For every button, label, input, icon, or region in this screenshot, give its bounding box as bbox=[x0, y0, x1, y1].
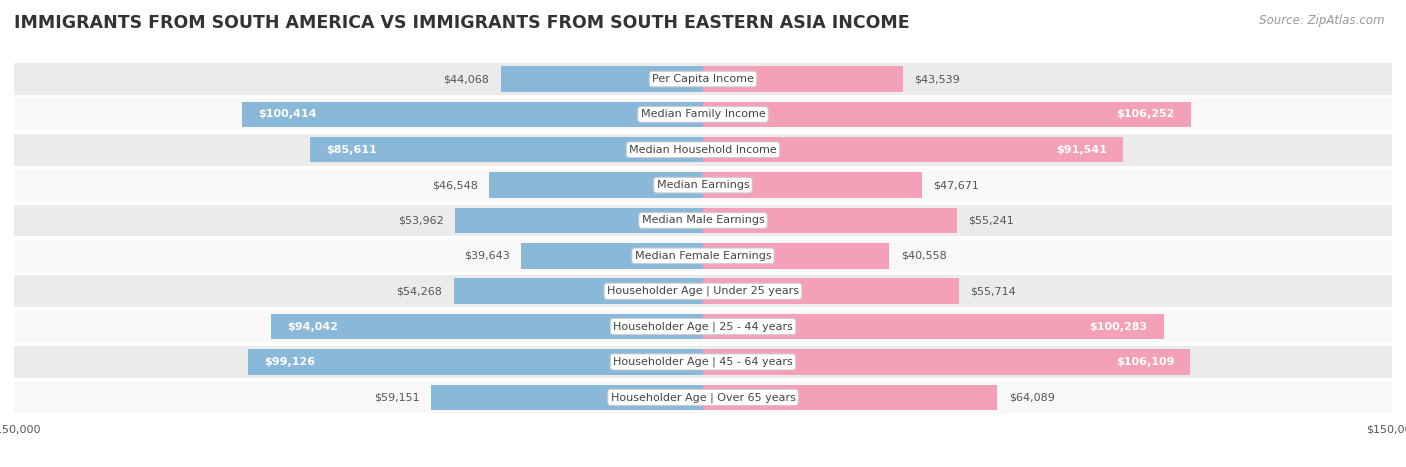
Bar bbox=[520, 243, 703, 269]
Text: $91,541: $91,541 bbox=[1056, 145, 1108, 155]
Bar bbox=[501, 66, 703, 92]
Bar bbox=[14, 311, 1392, 342]
Text: Source: ZipAtlas.com: Source: ZipAtlas.com bbox=[1260, 14, 1385, 27]
Bar bbox=[14, 346, 1392, 378]
Text: Householder Age | 45 - 64 years: Householder Age | 45 - 64 years bbox=[613, 357, 793, 367]
Bar bbox=[247, 349, 703, 375]
Text: $40,558: $40,558 bbox=[901, 251, 946, 261]
Text: $43,539: $43,539 bbox=[914, 74, 960, 84]
Text: Per Capita Income: Per Capita Income bbox=[652, 74, 754, 84]
Text: Median Female Earnings: Median Female Earnings bbox=[634, 251, 772, 261]
Bar bbox=[454, 278, 703, 304]
Bar bbox=[14, 382, 1392, 413]
Bar bbox=[703, 349, 1191, 375]
Bar bbox=[703, 172, 922, 198]
Bar bbox=[14, 276, 1392, 307]
Text: $59,151: $59,151 bbox=[374, 392, 420, 402]
Text: $64,089: $64,089 bbox=[1010, 392, 1054, 402]
Text: Householder Age | Under 25 years: Householder Age | Under 25 years bbox=[607, 286, 799, 297]
Text: Median Family Income: Median Family Income bbox=[641, 109, 765, 120]
Text: $55,714: $55,714 bbox=[970, 286, 1017, 296]
Bar bbox=[14, 63, 1392, 95]
Text: $100,283: $100,283 bbox=[1090, 322, 1147, 332]
Bar bbox=[242, 102, 703, 127]
Text: $55,241: $55,241 bbox=[969, 215, 1014, 226]
Bar bbox=[703, 208, 956, 233]
Text: $53,962: $53,962 bbox=[398, 215, 444, 226]
Bar bbox=[703, 385, 997, 410]
Bar bbox=[703, 314, 1164, 340]
Text: Median Household Income: Median Household Income bbox=[628, 145, 778, 155]
Text: $54,268: $54,268 bbox=[396, 286, 443, 296]
Bar bbox=[14, 99, 1392, 130]
Text: $39,643: $39,643 bbox=[464, 251, 509, 261]
Bar bbox=[14, 240, 1392, 272]
Bar bbox=[456, 208, 703, 233]
Text: $106,252: $106,252 bbox=[1116, 109, 1175, 120]
Bar bbox=[489, 172, 703, 198]
Bar bbox=[703, 278, 959, 304]
Text: $106,109: $106,109 bbox=[1116, 357, 1174, 367]
Bar bbox=[432, 385, 703, 410]
Bar bbox=[703, 66, 903, 92]
Text: Householder Age | Over 65 years: Householder Age | Over 65 years bbox=[610, 392, 796, 403]
Bar bbox=[271, 314, 703, 340]
Text: Median Male Earnings: Median Male Earnings bbox=[641, 215, 765, 226]
Bar bbox=[14, 205, 1392, 236]
Text: $99,126: $99,126 bbox=[264, 357, 315, 367]
Text: $94,042: $94,042 bbox=[287, 322, 339, 332]
Text: Householder Age | 25 - 44 years: Householder Age | 25 - 44 years bbox=[613, 321, 793, 332]
Bar bbox=[309, 137, 703, 163]
Bar bbox=[703, 137, 1123, 163]
Text: $46,548: $46,548 bbox=[432, 180, 478, 190]
Bar bbox=[14, 169, 1392, 201]
Bar bbox=[703, 243, 889, 269]
Text: IMMIGRANTS FROM SOUTH AMERICA VS IMMIGRANTS FROM SOUTH EASTERN ASIA INCOME: IMMIGRANTS FROM SOUTH AMERICA VS IMMIGRA… bbox=[14, 14, 910, 32]
Text: $85,611: $85,611 bbox=[326, 145, 377, 155]
Bar bbox=[703, 102, 1191, 127]
Text: $100,414: $100,414 bbox=[257, 109, 316, 120]
Text: Median Earnings: Median Earnings bbox=[657, 180, 749, 190]
Bar bbox=[14, 134, 1392, 166]
Text: $47,671: $47,671 bbox=[934, 180, 980, 190]
Text: $44,068: $44,068 bbox=[443, 74, 489, 84]
